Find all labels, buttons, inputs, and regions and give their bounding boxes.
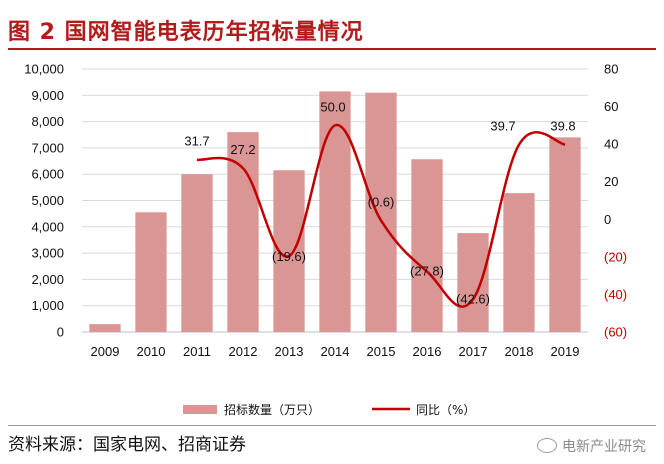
right-axis-ticks: (60) (40) (20) 0 20 40 60 80 [604,62,627,340]
yoy-data-label: (27.8) [410,264,444,279]
y2-tick-label: (20) [604,249,627,264]
x-tick-label: 2015 [367,344,396,359]
chart-title: 图 2 国网智能电表历年招标量情况 [8,20,364,45]
yoy-data-label: 50.0 [320,99,345,114]
yoy-data-label: 39.7 [490,119,515,134]
y-tick-label: 7,000 [31,140,64,155]
x-tick-label: 2009 [91,344,120,359]
x-tick-label: 2019 [551,344,580,359]
y2-tick-label: 80 [604,62,618,77]
title-divider [8,48,656,50]
yoy-data-label: (19.6) [272,249,306,264]
source-divider [8,425,656,426]
left-axis-ticks: 0 1,000 2,000 3,000 4,000 5,000 6,000 7,000 8,00… [24,62,64,340]
bar [549,137,581,332]
bar [319,91,351,332]
y-tick-label: 2,000 [31,272,64,287]
bar [135,212,167,332]
bar [181,174,213,332]
x-tick-label: 2014 [321,344,350,359]
y-tick-label: 10,000 [24,62,64,77]
y2-tick-label: 0 [604,212,611,227]
y-tick-label: 0 [57,325,64,340]
y-tick-label: 6,000 [31,167,64,182]
chart-area: 0 1,000 2,000 3,000 4,000 5,000 6,000 7,000 8,00… [24,62,627,418]
x-tick-label: 2012 [229,344,258,359]
yoy-data-label: (0.6) [368,194,395,209]
yoy-data-label: (42.6) [456,291,490,306]
watermark: 电新产业研究 [537,436,646,456]
watermark-text: 电新产业研究 [562,439,646,455]
bar [411,159,443,332]
legend: 招标数量（万只） 同比（%） [183,402,475,417]
y-tick-label: 8,000 [31,114,64,129]
y-tick-label: 1,000 [31,298,64,313]
legend-bar-label: 招标数量（万只） [224,402,320,417]
bar [457,233,489,332]
x-tick-label: 2017 [459,344,488,359]
wechat-icon [537,438,557,453]
y-tick-label: 5,000 [31,193,64,208]
yoy-data-label: 31.7 [184,134,209,149]
yoy-data-label: 39.8 [550,119,575,134]
yoy-data-label: 27.2 [230,142,255,157]
x-tick-label: 2013 [275,344,304,359]
y-tick-label: 9,000 [31,88,64,103]
source-note: 资料来源：国家电网、招商证券 [8,435,246,455]
y2-tick-label: 60 [604,99,618,114]
bar [503,193,535,332]
line-data-labels: 31.7 27.2 (19.6) 50.0 (0.6) (27.8) (42.6) 39.7 3… [184,99,575,306]
bar [227,132,259,332]
y2-tick-label: (60) [604,325,627,340]
y2-tick-label: (40) [604,287,627,302]
line-series [196,124,566,308]
y-tick-label: 3,000 [31,246,64,261]
y-tick-label: 4,000 [31,219,64,234]
x-tick-label: 2011 [183,344,211,359]
y2-tick-label: 40 [604,137,618,152]
y2-tick-label: 20 [604,174,618,189]
x-axis-ticks: 2009 2010 2011 2012 2013 2014 2015 2016 2017 2018… [91,344,580,359]
x-tick-label: 2018 [505,344,534,359]
legend-line-label: 同比（%） [416,403,475,417]
bar [89,324,121,332]
legend-bar-swatch [183,405,217,414]
yoy-line [196,124,566,308]
bar [365,92,397,332]
x-tick-label: 2010 [137,344,166,359]
x-tick-label: 2016 [413,344,442,359]
